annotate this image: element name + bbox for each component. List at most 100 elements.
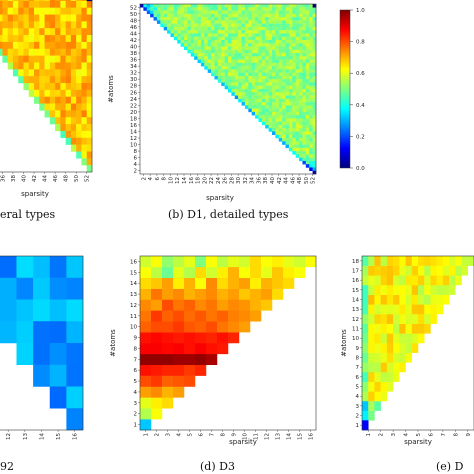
heatmap-cell xyxy=(299,36,303,41)
heatmap-cell xyxy=(250,299,262,311)
heatmap-cell xyxy=(60,48,66,56)
heatmap-cell xyxy=(282,124,286,129)
heatmap-cell xyxy=(86,35,93,43)
heatmap-cell xyxy=(7,0,14,8)
x-tick-label: 42 xyxy=(32,175,38,182)
heatmap-cell xyxy=(424,256,431,266)
heatmap-cell xyxy=(282,7,286,11)
heatmap-cell xyxy=(282,23,286,28)
heatmap-cell xyxy=(65,14,72,22)
y-tick-label: 8 xyxy=(356,356,360,362)
heatmap-cell xyxy=(234,95,239,100)
heatmap-cell xyxy=(214,39,219,44)
heatmap-cell xyxy=(302,79,307,83)
heatmap-cell xyxy=(368,362,375,373)
heatmap-cell xyxy=(309,154,313,158)
heatmap-cell xyxy=(282,4,286,8)
heatmap-cell xyxy=(265,115,269,119)
heatmap-cell xyxy=(295,26,300,31)
y-tick-label: 32 xyxy=(130,71,137,77)
heatmap-cell xyxy=(2,21,8,29)
heatmap-cell xyxy=(238,17,242,21)
heatmap-cell xyxy=(214,72,219,77)
heatmap-cell xyxy=(163,20,168,24)
y-tick-label: 30 xyxy=(130,77,137,83)
heatmap-cell xyxy=(248,69,252,73)
heatmap-cell xyxy=(0,28,3,36)
heatmap-cell xyxy=(424,304,431,315)
heatmap-cell xyxy=(163,26,168,31)
x-tick-label: 8 xyxy=(221,433,227,437)
heatmap-cell xyxy=(207,20,212,24)
heatmap-cell xyxy=(312,82,317,86)
y-tick-label: 9 xyxy=(356,346,360,352)
x-tick-label: 50 xyxy=(304,177,310,184)
heatmap-cell xyxy=(211,4,215,8)
heatmap-cell xyxy=(295,46,300,51)
heatmap-cell xyxy=(173,30,178,34)
heatmap-cell xyxy=(292,75,296,80)
heatmap-cell xyxy=(180,7,185,11)
heatmap-cell xyxy=(248,98,252,103)
heatmap-cell xyxy=(265,4,269,8)
heatmap-cell xyxy=(86,76,93,84)
heatmap-cell xyxy=(278,102,283,106)
heatmap-cell xyxy=(60,103,66,111)
heatmap-cell xyxy=(285,121,290,126)
heatmap-cell xyxy=(285,131,290,136)
heatmap-cell xyxy=(251,89,256,93)
heatmap-cell xyxy=(195,256,207,268)
heatmap-cell xyxy=(248,10,252,15)
heatmap-cell xyxy=(81,83,87,91)
heatmap-cell xyxy=(368,294,375,305)
heatmap-cell xyxy=(368,381,375,392)
heatmap-cell xyxy=(221,82,225,86)
x-tick-label: 11 xyxy=(254,433,260,440)
heatmap-cell xyxy=(285,118,290,122)
heatmap-cell xyxy=(49,277,67,300)
heatmap-cell xyxy=(234,7,239,11)
heatmap-cell xyxy=(255,111,259,116)
heatmap-cell xyxy=(7,14,14,22)
heatmap-cell xyxy=(272,118,276,122)
heatmap-cell xyxy=(173,299,185,311)
heatmap-cell xyxy=(76,14,82,22)
heatmap-cell xyxy=(362,323,369,334)
heatmap-cell xyxy=(187,17,192,21)
heatmap-cell xyxy=(65,110,72,118)
heatmap-cell xyxy=(55,21,61,29)
x-axis-label: sparsity xyxy=(404,438,432,446)
heatmap-cell xyxy=(241,4,246,8)
heatmap-cell xyxy=(221,59,225,64)
heatmap-cell xyxy=(184,4,188,8)
x-tick-label: 28 xyxy=(229,177,235,184)
y-tick-label: 15 xyxy=(130,270,137,276)
heatmap-cell xyxy=(312,102,317,106)
heatmap-cell xyxy=(248,39,252,44)
heatmap-cell xyxy=(221,69,225,73)
heatmap-cell xyxy=(173,375,185,387)
heatmap-cell xyxy=(309,26,313,31)
heatmap-cell xyxy=(292,124,296,129)
heatmap-cell xyxy=(288,82,293,86)
heatmap-cell xyxy=(214,36,219,41)
heatmap-cell xyxy=(292,4,296,8)
heatmap-cell xyxy=(399,323,406,334)
y-tick-label: 4 xyxy=(134,162,138,168)
heatmap-cell xyxy=(265,108,269,113)
heatmap-cell xyxy=(234,36,239,41)
heatmap-cell xyxy=(299,85,303,90)
heatmap-cell xyxy=(272,82,276,86)
heatmap-cell xyxy=(258,4,263,8)
heatmap-cell xyxy=(251,56,256,60)
heatmap-cell xyxy=(418,333,425,344)
heatmap-cell xyxy=(292,82,296,86)
heatmap-cell xyxy=(241,72,246,77)
heatmap-cell xyxy=(86,14,93,22)
heatmap-cell xyxy=(272,66,276,70)
heatmap-cell xyxy=(160,13,164,18)
heatmap-cell xyxy=(309,53,313,57)
heatmap-cell xyxy=(244,102,249,106)
heatmap-cell xyxy=(309,17,313,21)
heatmap-cell xyxy=(251,69,256,73)
